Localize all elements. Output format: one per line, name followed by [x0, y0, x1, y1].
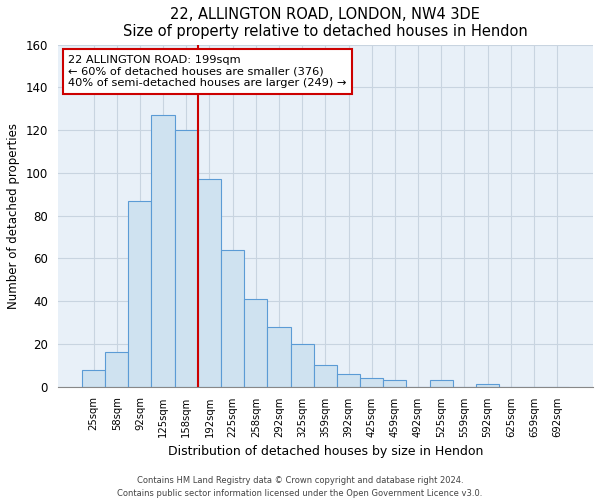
Bar	[268, 327, 290, 386]
Bar	[430, 380, 453, 386]
Bar	[476, 384, 499, 386]
Bar	[198, 180, 221, 386]
Bar	[151, 115, 175, 386]
X-axis label: Distribution of detached houses by size in Hendon: Distribution of detached houses by size …	[167, 445, 483, 458]
Title: 22, ALLINGTON ROAD, LONDON, NW4 3DE
Size of property relative to detached houses: 22, ALLINGTON ROAD, LONDON, NW4 3DE Size…	[123, 7, 528, 40]
Text: Contains HM Land Registry data © Crown copyright and database right 2024.
Contai: Contains HM Land Registry data © Crown c…	[118, 476, 482, 498]
Bar	[221, 250, 244, 386]
Text: 22 ALLINGTON ROAD: 199sqm
← 60% of detached houses are smaller (376)
40% of semi: 22 ALLINGTON ROAD: 199sqm ← 60% of detac…	[68, 55, 347, 88]
Bar	[337, 374, 360, 386]
Bar	[383, 380, 406, 386]
Bar	[128, 200, 151, 386]
Bar	[105, 352, 128, 386]
Bar	[244, 299, 268, 386]
Bar	[290, 344, 314, 387]
Bar	[175, 130, 198, 386]
Bar	[314, 366, 337, 386]
Bar	[82, 370, 105, 386]
Y-axis label: Number of detached properties: Number of detached properties	[7, 122, 20, 308]
Bar	[360, 378, 383, 386]
